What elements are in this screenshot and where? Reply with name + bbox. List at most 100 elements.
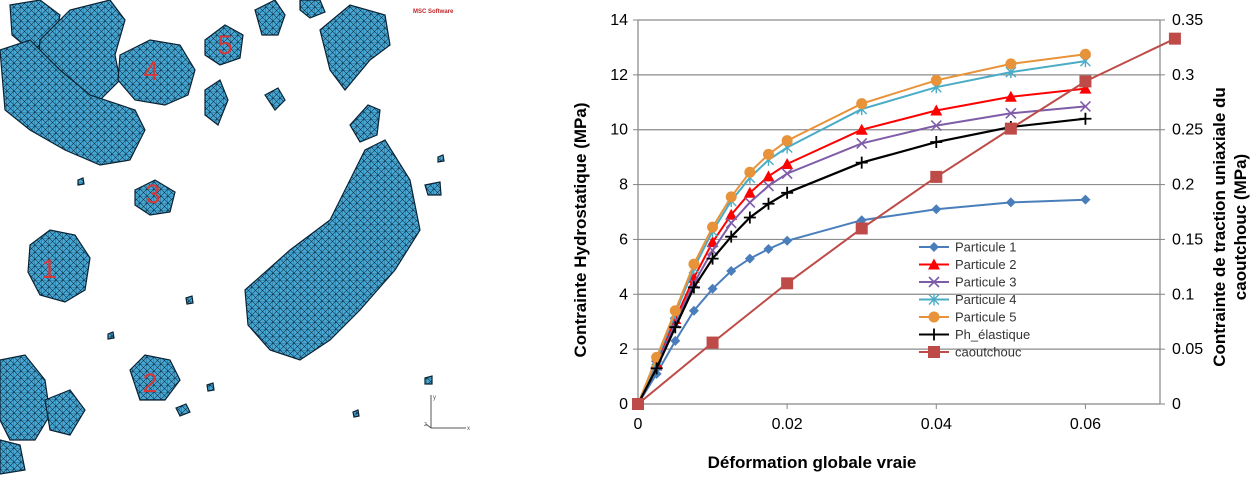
data-point: [930, 74, 942, 86]
legend-entry-label: Particule 4: [955, 292, 1016, 307]
triad-z-label: z: [424, 422, 427, 428]
data-point: [856, 98, 868, 110]
data-point: [650, 362, 663, 375]
data-point: [930, 170, 943, 183]
particle-mesh: [204, 79, 229, 126]
particle-mesh: [175, 403, 191, 417]
particle-mesh: [264, 87, 286, 111]
series-3: [632, 100, 1091, 410]
data-point: [707, 221, 719, 233]
particle-mesh: [424, 181, 442, 196]
coordinate-triad-icon: y z x: [424, 395, 470, 432]
data-point: [744, 196, 756, 208]
y-tick-label: 2: [619, 341, 628, 358]
legend-entry-label: caoutchouc: [955, 345, 1022, 360]
data-point: [725, 208, 738, 220]
particle-label-1: 1: [41, 254, 56, 284]
triad-x-label: x: [467, 426, 470, 432]
data-point: [781, 135, 793, 147]
x-tick-label: 0.06: [1070, 416, 1101, 433]
legend-entry-label: Ph_élastique: [955, 327, 1030, 342]
y-tick-label: 0: [619, 396, 628, 413]
data-point: [930, 120, 942, 132]
series-line: [637, 37, 1176, 405]
data-point: [744, 253, 755, 264]
legend-entry-label: Particule 1: [955, 240, 1016, 255]
data-point: [929, 242, 939, 252]
y2-axis-title-line1: Contrainte de traction uniaxiale du: [1210, 87, 1229, 367]
particle-mesh: [352, 409, 360, 418]
legend-entry-label: Particule 5: [955, 310, 1016, 325]
series-6: [632, 112, 1092, 410]
data-point: [1005, 107, 1017, 119]
particle-mesh: [299, 0, 326, 19]
data-point: [1005, 197, 1016, 208]
data-point: [670, 335, 681, 346]
data-point: [687, 281, 700, 294]
particle-label-4: 4: [143, 56, 158, 86]
particle-mesh: [319, 4, 391, 91]
particle-mesh: [129, 354, 181, 401]
data-point: [763, 148, 774, 160]
data-point: [1080, 194, 1091, 205]
particle-mesh: [134, 179, 176, 216]
data-point: [725, 217, 737, 229]
y-tick-label: 12: [610, 67, 628, 84]
particle-number-labels: 1 2 3 4 5: [41, 30, 232, 398]
data-point: [743, 186, 756, 198]
legend-entry-label: Particule 3: [955, 275, 1016, 290]
data-point: [725, 230, 738, 243]
data-point: [743, 211, 756, 224]
particle-mesh: [27, 229, 91, 303]
data-point: [1079, 75, 1092, 88]
data-point: [1005, 58, 1017, 70]
data-point: [688, 258, 700, 270]
legend-entry-label: Particule 2: [955, 257, 1016, 272]
data-point: [725, 191, 737, 203]
data-point: [1079, 112, 1092, 125]
gridlines: [638, 19, 1160, 350]
y2-axis-title-line2: caoutchouc (MPa): [1231, 154, 1250, 300]
y-tick-label: 14: [610, 12, 628, 29]
particle-label-3: 3: [145, 179, 160, 209]
data-point: [632, 398, 644, 410]
x-tick-label: 0.04: [921, 416, 952, 433]
data-point: [1079, 100, 1091, 112]
data-point: [1168, 32, 1181, 45]
data-point: [928, 311, 940, 323]
particle-mesh: [117, 39, 196, 106]
particle-mesh: [437, 154, 445, 163]
particle-mesh: [0, 354, 51, 441]
data-point: [781, 168, 793, 180]
y-tick-label: 8: [619, 177, 628, 194]
mesh-particles: [0, 0, 445, 475]
data-point: [930, 104, 943, 116]
y2-tick-label: 0.25: [1172, 122, 1203, 139]
particle-mesh: [204, 24, 244, 66]
data-point: [928, 328, 940, 341]
y-tick-label: 10: [610, 122, 628, 139]
particle-mesh: [254, 0, 286, 36]
data-point: [1004, 122, 1017, 135]
data-point: [726, 265, 737, 276]
data-point: [931, 204, 942, 215]
chart-panel: 0 2 4 6 8 10 12 14 0 0.05 0.1 0.15 0.2 0.25 0.3 0.35 0 0.…: [560, 0, 1258, 476]
particle-mesh: [107, 331, 115, 340]
x-tick-label: 0: [634, 416, 643, 433]
msc-software-logo: MSC Software: [413, 9, 454, 15]
data-point: [1079, 82, 1092, 94]
data-point: [706, 336, 719, 349]
data-point: [855, 123, 868, 135]
data-point: [669, 305, 681, 317]
series-7: [632, 32, 1181, 410]
y-tick-label: 4: [619, 286, 628, 303]
y2-tick-label: 0.1: [1172, 286, 1194, 303]
data-point: [928, 293, 940, 306]
y-tick-label: 6: [619, 231, 628, 248]
y2-tick-label: 0.05: [1172, 341, 1203, 358]
data-point: [855, 222, 868, 235]
data-point: [763, 244, 774, 255]
y2-tick-label: 0.2: [1172, 177, 1194, 194]
data-point: [928, 346, 940, 358]
y2-tick-label: 0.15: [1172, 231, 1203, 248]
